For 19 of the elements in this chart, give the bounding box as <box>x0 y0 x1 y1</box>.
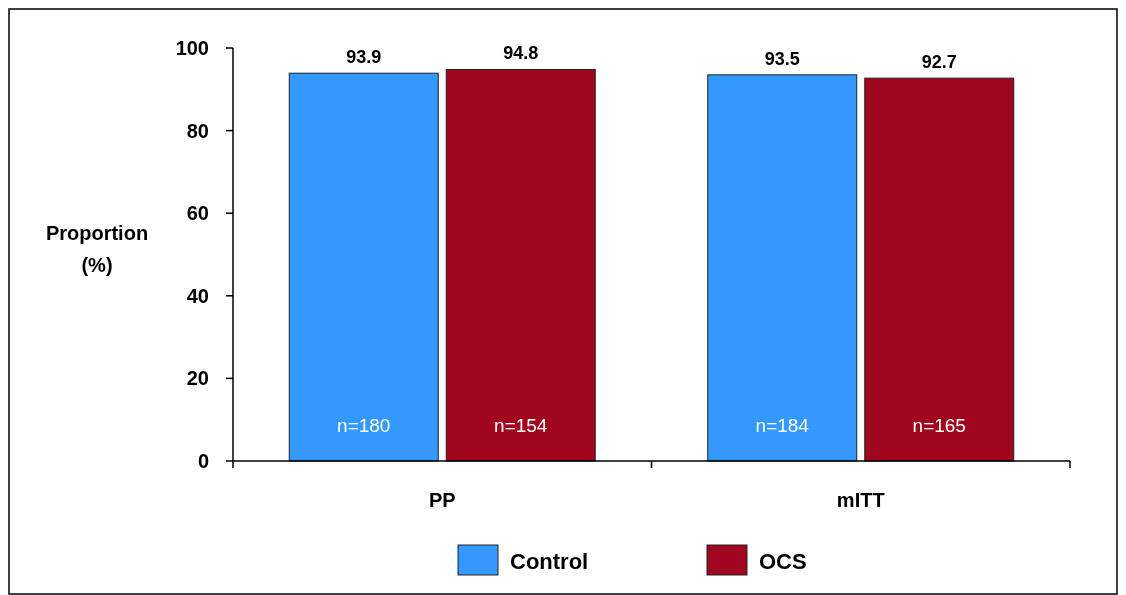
legend-label: Control <box>510 548 589 574</box>
legend-label: OCS <box>759 548 807 574</box>
data-label: 93.9 <box>346 47 382 68</box>
x-tick-label: mITT <box>836 489 885 511</box>
y-tick-label: 20 <box>186 367 209 390</box>
annotation: n=154 <box>494 415 548 437</box>
y-tick-label: 0 <box>197 450 209 472</box>
annotation: n=180 <box>337 415 391 437</box>
annotation: n=165 <box>912 415 966 437</box>
y-tick-label: 40 <box>186 284 209 307</box>
data-label: 94.8 <box>503 43 539 64</box>
data-label: 92.7 <box>921 52 957 73</box>
annotation: n=184 <box>755 415 810 437</box>
y-tick-label: 80 <box>186 119 209 142</box>
data-label: 93.5 <box>764 48 800 69</box>
x-tick-label: PP <box>428 489 456 511</box>
y-axis-title: Proportion (%) <box>45 222 149 276</box>
y-tick-label: 100 <box>175 37 209 59</box>
y-tick-label: 60 <box>186 202 209 225</box>
